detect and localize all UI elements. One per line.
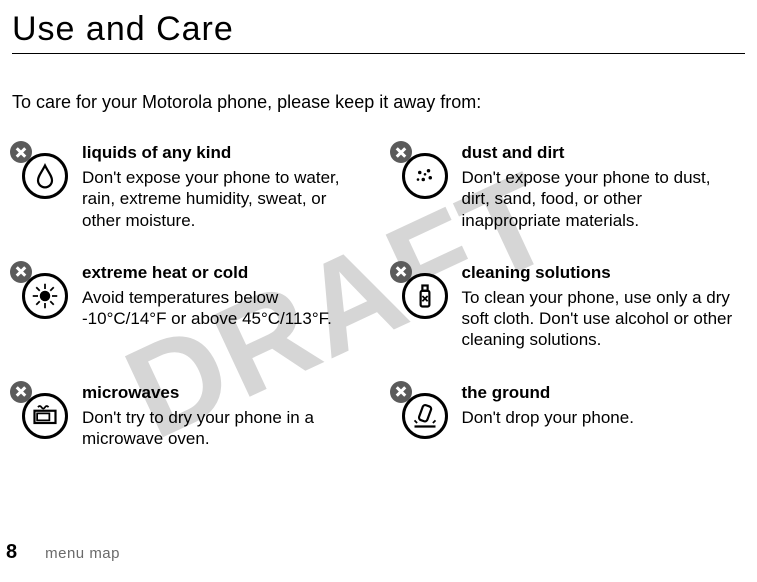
- cleaning-icon: [392, 263, 448, 319]
- microwave-icon: [12, 383, 68, 439]
- item-desc: Don't expose your phone to dust, dirt, s…: [462, 167, 742, 231]
- footer-label: menu map: [45, 545, 120, 562]
- no-icon: [390, 381, 412, 403]
- no-icon: [10, 381, 32, 403]
- no-icon: [390, 261, 412, 283]
- item-desc: Don't try to dry your phone in a microwa…: [82, 407, 362, 450]
- no-icon: [10, 141, 32, 163]
- item-desc: Avoid temperatures below -10°C/14°F or a…: [82, 287, 362, 330]
- page-footer: 8 menu map: [0, 541, 120, 564]
- no-icon: [10, 261, 32, 283]
- liquids-icon: [12, 143, 68, 199]
- care-item-ground: the ground Don't drop your phone.: [392, 383, 742, 450]
- item-desc: Don't drop your phone.: [462, 407, 742, 428]
- intro-text: To care for your Motorola phone, please …: [12, 92, 745, 113]
- item-heading: liquids of any kind: [82, 143, 362, 163]
- item-desc: To clean your phone, use only a dry soft…: [462, 287, 742, 351]
- care-item-liquids: liquids of any kind Don't expose your ph…: [12, 143, 362, 231]
- care-item-heat-cold: extreme heat or cold Avoid temperatures …: [12, 263, 362, 351]
- page-title: Use and Care: [12, 10, 745, 54]
- item-heading: the ground: [462, 383, 742, 403]
- page-number: 8: [6, 541, 17, 564]
- heat-cold-icon: [12, 263, 68, 319]
- care-item-microwaves: microwaves Don't try to dry your phone i…: [12, 383, 362, 450]
- care-item-cleaning: cleaning solutions To clean your phone, …: [392, 263, 742, 351]
- item-heading: microwaves: [82, 383, 362, 403]
- item-heading: cleaning solutions: [462, 263, 742, 283]
- item-heading: extreme heat or cold: [82, 263, 362, 283]
- care-item-dust: dust and dirt Don't expose your phone to…: [392, 143, 742, 231]
- item-desc: Don't expose your phone to water, rain, …: [82, 167, 362, 231]
- ground-icon: [392, 383, 448, 439]
- dust-icon: [392, 143, 448, 199]
- care-grid: liquids of any kind Don't expose your ph…: [12, 143, 745, 449]
- item-heading: dust and dirt: [462, 143, 742, 163]
- no-icon: [390, 141, 412, 163]
